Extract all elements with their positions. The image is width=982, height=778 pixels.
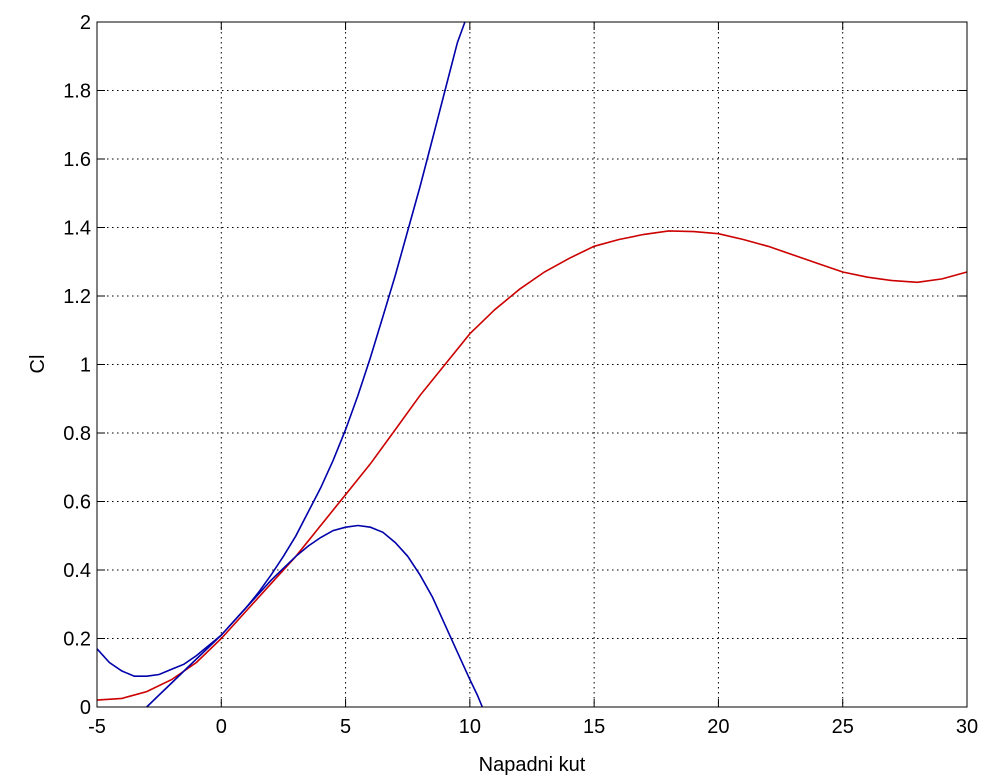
y-axis-label: Cl	[27, 355, 49, 374]
series-line-3	[146, 524, 484, 708]
y-tick-label: 0.8	[63, 423, 91, 445]
tick-labels: -5 0 5 10 15 20 25 3000.20.40.60.811.21.41.61.8…	[63, 12, 978, 738]
x-tick-label: 0	[216, 716, 227, 738]
axes	[96, 21, 968, 708]
y-tick-label: 1.6	[63, 149, 91, 171]
grid	[97, 22, 967, 707]
x-tick-label: 20	[707, 716, 729, 738]
x-tick-label: 15	[583, 716, 605, 738]
series-line-2	[96, 21, 466, 677]
x-tick-label: 25	[832, 716, 854, 738]
y-tick-label: 0.4	[63, 560, 91, 582]
x-axis-label: Napadni kut	[479, 754, 586, 776]
y-tick-label: 1.2	[63, 286, 91, 308]
x-tick-label: -5	[88, 716, 106, 738]
series-layer	[96, 21, 968, 708]
x-tick-label: 5	[340, 716, 351, 738]
y-tick-label: 0.2	[63, 629, 91, 651]
y-tick-label: 0.6	[63, 492, 91, 514]
x-tick-label: 30	[956, 716, 978, 738]
x-tick-label: 10	[459, 716, 481, 738]
series-line-1	[96, 230, 968, 701]
y-tick-label: 1.8	[63, 81, 91, 103]
y-tick-label: 0	[80, 697, 91, 719]
y-tick-label: 2	[80, 12, 91, 34]
y-tick-label: 1	[80, 355, 91, 377]
y-tick-label: 1.4	[63, 218, 91, 240]
